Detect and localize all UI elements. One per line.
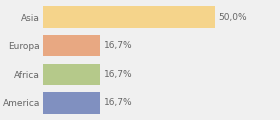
Bar (43, 35, 101, 56)
Text: 16,7%: 16,7% (104, 98, 132, 107)
Text: 50,0%: 50,0% (219, 13, 247, 22)
Text: 16,7%: 16,7% (104, 70, 132, 79)
Text: 16,7%: 16,7% (104, 41, 132, 50)
Bar (43, 92, 101, 114)
Bar (43, 64, 101, 85)
Bar (43, 6, 215, 28)
